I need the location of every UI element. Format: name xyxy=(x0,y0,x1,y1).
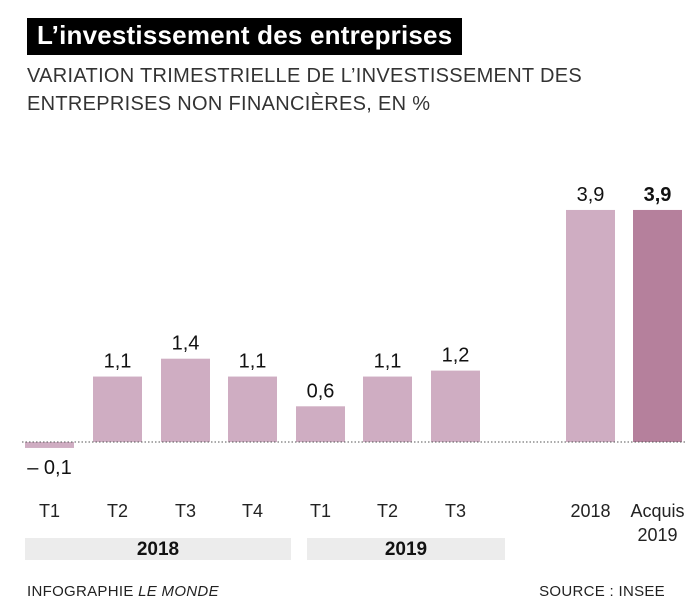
source: SOURCE : INSEE xyxy=(539,583,665,600)
data-label: 1,1 xyxy=(239,351,267,373)
group-band xyxy=(307,538,505,560)
data-label: 1,1 xyxy=(374,351,402,373)
credit-name: LE MONDE xyxy=(138,583,219,600)
bar xyxy=(161,358,210,442)
group-label: 2019 xyxy=(385,539,427,560)
group-band xyxy=(25,538,291,560)
category-label: T3 xyxy=(175,501,196,521)
data-label: 3,9 xyxy=(577,184,605,206)
data-label: – 0,1 xyxy=(27,457,71,479)
data-label: 3,9 xyxy=(644,184,672,206)
credit-prefix: INFOGRAPHIE xyxy=(27,583,134,600)
category-label: T2 xyxy=(377,501,398,521)
category-label: T1 xyxy=(39,501,60,521)
category-label: T1 xyxy=(310,501,331,521)
chart-title: L’investissement des entreprises xyxy=(27,18,463,55)
bar xyxy=(566,209,615,442)
bar xyxy=(228,376,277,442)
bar xyxy=(431,370,480,442)
data-label: 1,1 xyxy=(104,351,132,373)
group-label: 2018 xyxy=(137,539,179,560)
category-label: 2019 xyxy=(637,525,677,545)
bar xyxy=(633,209,682,442)
data-label: 1,2 xyxy=(442,345,470,367)
category-label: T4 xyxy=(242,501,263,521)
bar xyxy=(363,376,412,442)
category-label: T3 xyxy=(445,501,466,521)
bar xyxy=(93,376,142,442)
chart-subtitle: VARIATION TRIMESTRIELLE DE L’INVESTISSEM… xyxy=(27,65,582,115)
category-label: T2 xyxy=(107,501,128,521)
bar xyxy=(296,406,345,442)
category-label: Acquis xyxy=(630,501,684,521)
data-label: 0,6 xyxy=(307,380,335,402)
credit: INFOGRAPHIE LE MONDE xyxy=(27,583,219,600)
data-label: 1,4 xyxy=(172,333,200,355)
bar xyxy=(25,442,74,448)
category-label: 2018 xyxy=(570,501,610,521)
